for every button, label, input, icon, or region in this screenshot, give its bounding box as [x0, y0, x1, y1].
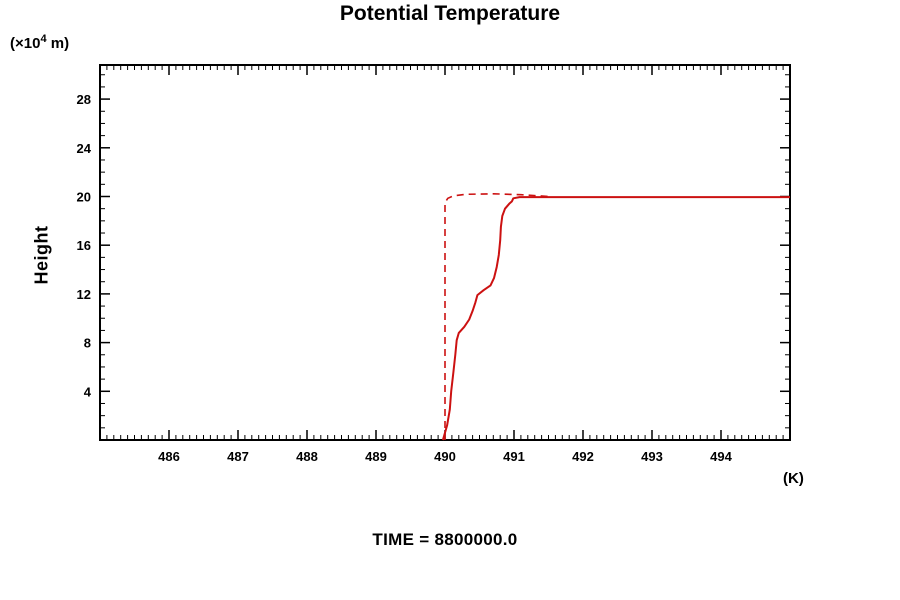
x-tick-label: 488 [296, 449, 318, 464]
x-axis-unit-label: (K) [783, 470, 804, 487]
axis-frame [99, 64, 791, 441]
y-axis-unit-label: (×104 m) [10, 33, 69, 52]
y-unit-suffix: m) [46, 35, 70, 52]
x-tick-label: 494 [710, 449, 732, 464]
y-tick-label: 28 [77, 92, 91, 107]
y-tick-label: 4 [84, 384, 92, 399]
x-tick-label: 493 [641, 449, 663, 464]
y-tick-label: 16 [77, 238, 91, 253]
y-tick-label: 12 [77, 287, 91, 302]
y-unit-prefix: (×10 [10, 35, 41, 52]
x-tick-label: 490 [434, 449, 456, 464]
x-tick-label: 489 [365, 449, 387, 464]
x-tick-label: 486 [158, 449, 180, 464]
tick-labels: 486 487 488 489 490 491 492 493 494 4 8 12 16 20 24 28 [77, 92, 733, 464]
y-tick-label: 8 [84, 336, 91, 351]
chart-title: Potential Temperature [339, 2, 561, 25]
y-unit-exponent: 4 [40, 33, 47, 45]
x-tick-label: 487 [227, 449, 249, 464]
series-initial-profile-dashed [444, 193, 549, 440]
x-tick-label: 491 [503, 449, 525, 464]
series-potential-temperature-profile [441, 196, 790, 441]
y-tick-label: 24 [77, 141, 92, 156]
x-tick-label: 492 [572, 449, 594, 464]
y-tick-label: 20 [77, 189, 91, 204]
axis-ticks [100, 65, 790, 440]
time-caption: TIME = 8800000.0 [372, 530, 518, 549]
